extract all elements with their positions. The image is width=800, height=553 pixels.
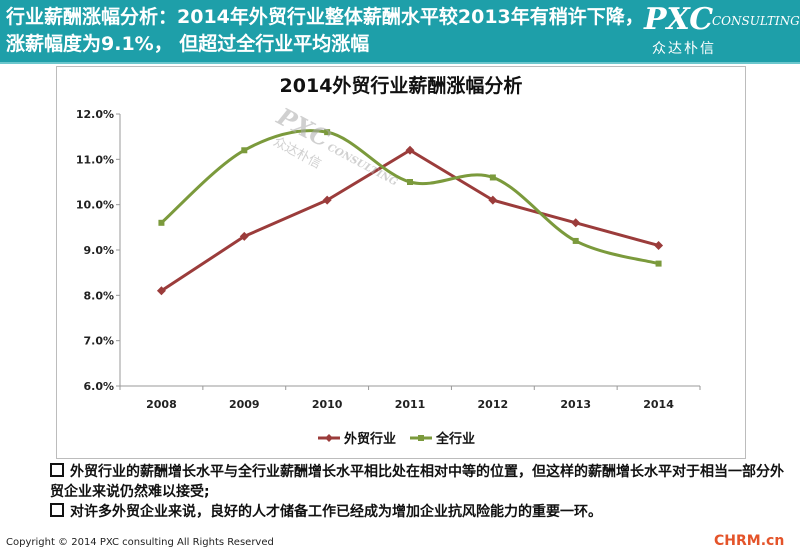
chart-title: 2014外贸行业薪酬涨幅分析 <box>280 74 523 97</box>
y-tick-label: 8.0% <box>83 289 114 302</box>
series-2-point <box>655 260 662 267</box>
chart-svg: 2014外贸行业薪酬涨幅分析 6.0% 7.0% 8.0% 9.0% 10.0% 11.0%… <box>56 66 746 459</box>
checkbox-bullet-icon <box>50 503 64 517</box>
y-tick-label: 6.0% <box>83 380 114 393</box>
x-tick-label: 2011 <box>395 398 426 411</box>
page-title: 行业薪酬涨幅分析：2014年外贸行业整体薪酬水平较2013年有稍许下降，涨薪幅度… <box>6 6 644 55</box>
y-tick-label: 11.0% <box>76 153 114 166</box>
series-2-point <box>324 129 331 136</box>
legend-label: 全行业 <box>435 431 475 447</box>
series-2-point <box>158 219 165 226</box>
series-2-point <box>489 174 496 181</box>
x-tick-label: 2012 <box>478 398 509 411</box>
x-tick-label: 2014 <box>643 398 674 411</box>
x-tick-label: 2009 <box>229 398 260 411</box>
notes-section: 外贸行业的薪酬增长水平与全行业薪酬增长水平相比处在相对中等的位置，但这样的薪酬增… <box>50 462 790 522</box>
note-item: 对许多外贸企业来说，良好的人才储备工作已经成为增加企业抗风险能力的重要一环。 <box>50 502 790 522</box>
logo-chinese-text: 众达朴信 <box>652 41 716 57</box>
chart-border <box>56 66 746 459</box>
note-item: 外贸行业的薪酬增长水平与全行业薪酬增长水平相比处在相对中等的位置，但这样的薪酬增… <box>50 462 790 502</box>
header-bar: 行业薪酬涨幅分析：2014年外贸行业整体薪酬水平较2013年有稍许下降，涨薪幅度… <box>0 0 800 62</box>
logo-subtext: CONSULTING <box>712 14 800 28</box>
series-1-point <box>405 145 415 155</box>
legend-marker-1 <box>325 434 333 442</box>
series-1-point <box>156 286 166 296</box>
logo-text: PXC <box>644 2 714 37</box>
site-watermark: CHRM.cn <box>714 533 785 549</box>
series-1-point <box>571 218 581 228</box>
y-tick-label: 10.0% <box>76 199 114 212</box>
x-tick-label: 2013 <box>560 398 591 411</box>
copyright-text: Copyright © 2014 PXC consulting All Righ… <box>6 537 274 548</box>
checkbox-bullet-icon <box>50 463 64 477</box>
series-1-point <box>239 231 249 241</box>
series-1-point <box>654 240 664 250</box>
series-1-point <box>322 195 332 205</box>
series-2-point <box>572 237 579 244</box>
x-tick-label: 2010 <box>312 398 343 411</box>
y-tick-label: 12.0% <box>76 108 114 121</box>
line-chart: 2014外贸行业薪酬涨幅分析 6.0% 7.0% 8.0% 9.0% 10.0% 11.0%… <box>56 66 746 459</box>
note-text: 外贸行业的薪酬增长水平与全行业薪酬增长水平相比处在相对中等的位置，但这样的薪酬增… <box>50 464 784 500</box>
legend-marker-2 <box>418 435 424 441</box>
series-2-point <box>241 147 248 154</box>
legend-label: 外贸行业 <box>343 431 396 447</box>
y-tick-label: 7.0% <box>83 335 114 348</box>
x-tick-label: 2008 <box>146 398 177 411</box>
series-2-point <box>407 179 413 185</box>
company-logo: PXC CONSULTING 众达朴信 <box>644 2 800 58</box>
note-text: 对许多外贸企业来说，良好的人才储备工作已经成为增加企业抗风险能力的重要一环。 <box>70 504 602 520</box>
series-1-point <box>488 195 498 205</box>
y-tick-label: 9.0% <box>83 244 114 257</box>
header-divider <box>0 62 800 64</box>
